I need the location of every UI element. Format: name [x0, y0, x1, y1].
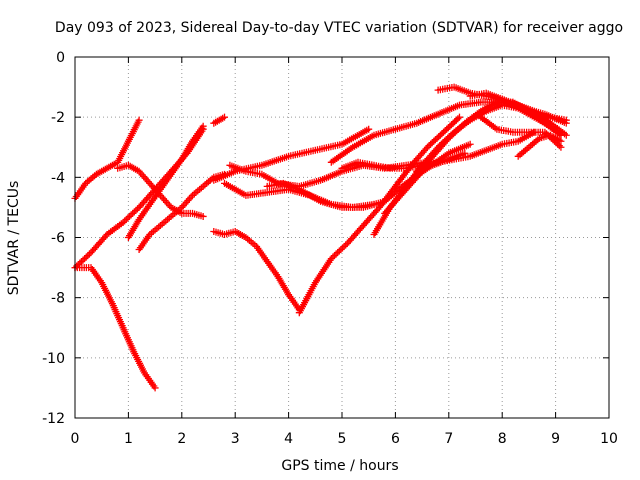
data-point-markers	[210, 228, 303, 314]
x-tick-label: 8	[498, 431, 507, 447]
data-point-markers	[114, 161, 207, 220]
x-tick-label: 9	[551, 431, 560, 447]
x-tick-label: 3	[231, 431, 240, 447]
series-6	[124, 122, 207, 241]
data-point-markers	[124, 122, 207, 241]
y-tick-label: 0	[56, 50, 65, 66]
x-axis-label: GPS time / hours	[281, 458, 398, 474]
data-point-markers	[477, 113, 565, 151]
x-tick-label: 2	[177, 431, 186, 447]
x-tick-label: 6	[391, 431, 400, 447]
series-21	[477, 113, 565, 151]
data-point-markers	[466, 89, 570, 124]
y-tick-label: -8	[51, 291, 65, 307]
x-tick-label: 4	[284, 431, 293, 447]
y-tick-label: -4	[51, 170, 65, 186]
series-22	[413, 149, 469, 175]
y-tick-label: -6	[51, 231, 65, 247]
y-tick-label: -10	[42, 351, 65, 367]
x-tick-label: 10	[600, 431, 618, 447]
series-7	[210, 113, 229, 127]
chart-title: Day 093 of 2023, Sidereal Day-to-day VTE…	[55, 20, 623, 36]
x-tick-label: 5	[338, 431, 347, 447]
series-4	[114, 161, 207, 220]
data-point-markers	[413, 149, 469, 175]
y-tick-label: -12	[42, 411, 65, 427]
x-tick-label: 0	[71, 431, 80, 447]
x-tick-label: 1	[124, 431, 133, 447]
y-axis-label: SDTVAR / TECUs	[6, 181, 22, 296]
data-point-markers	[210, 113, 229, 127]
series-19	[466, 89, 570, 124]
x-tick-label: 7	[444, 431, 453, 447]
axes: 0 1 2 3 4 5 6 7 8 9 10 0 -2 -4 -6 -8 -10 -12	[42, 50, 618, 447]
y-tick-label: -2	[51, 110, 65, 126]
series-8	[210, 228, 303, 314]
